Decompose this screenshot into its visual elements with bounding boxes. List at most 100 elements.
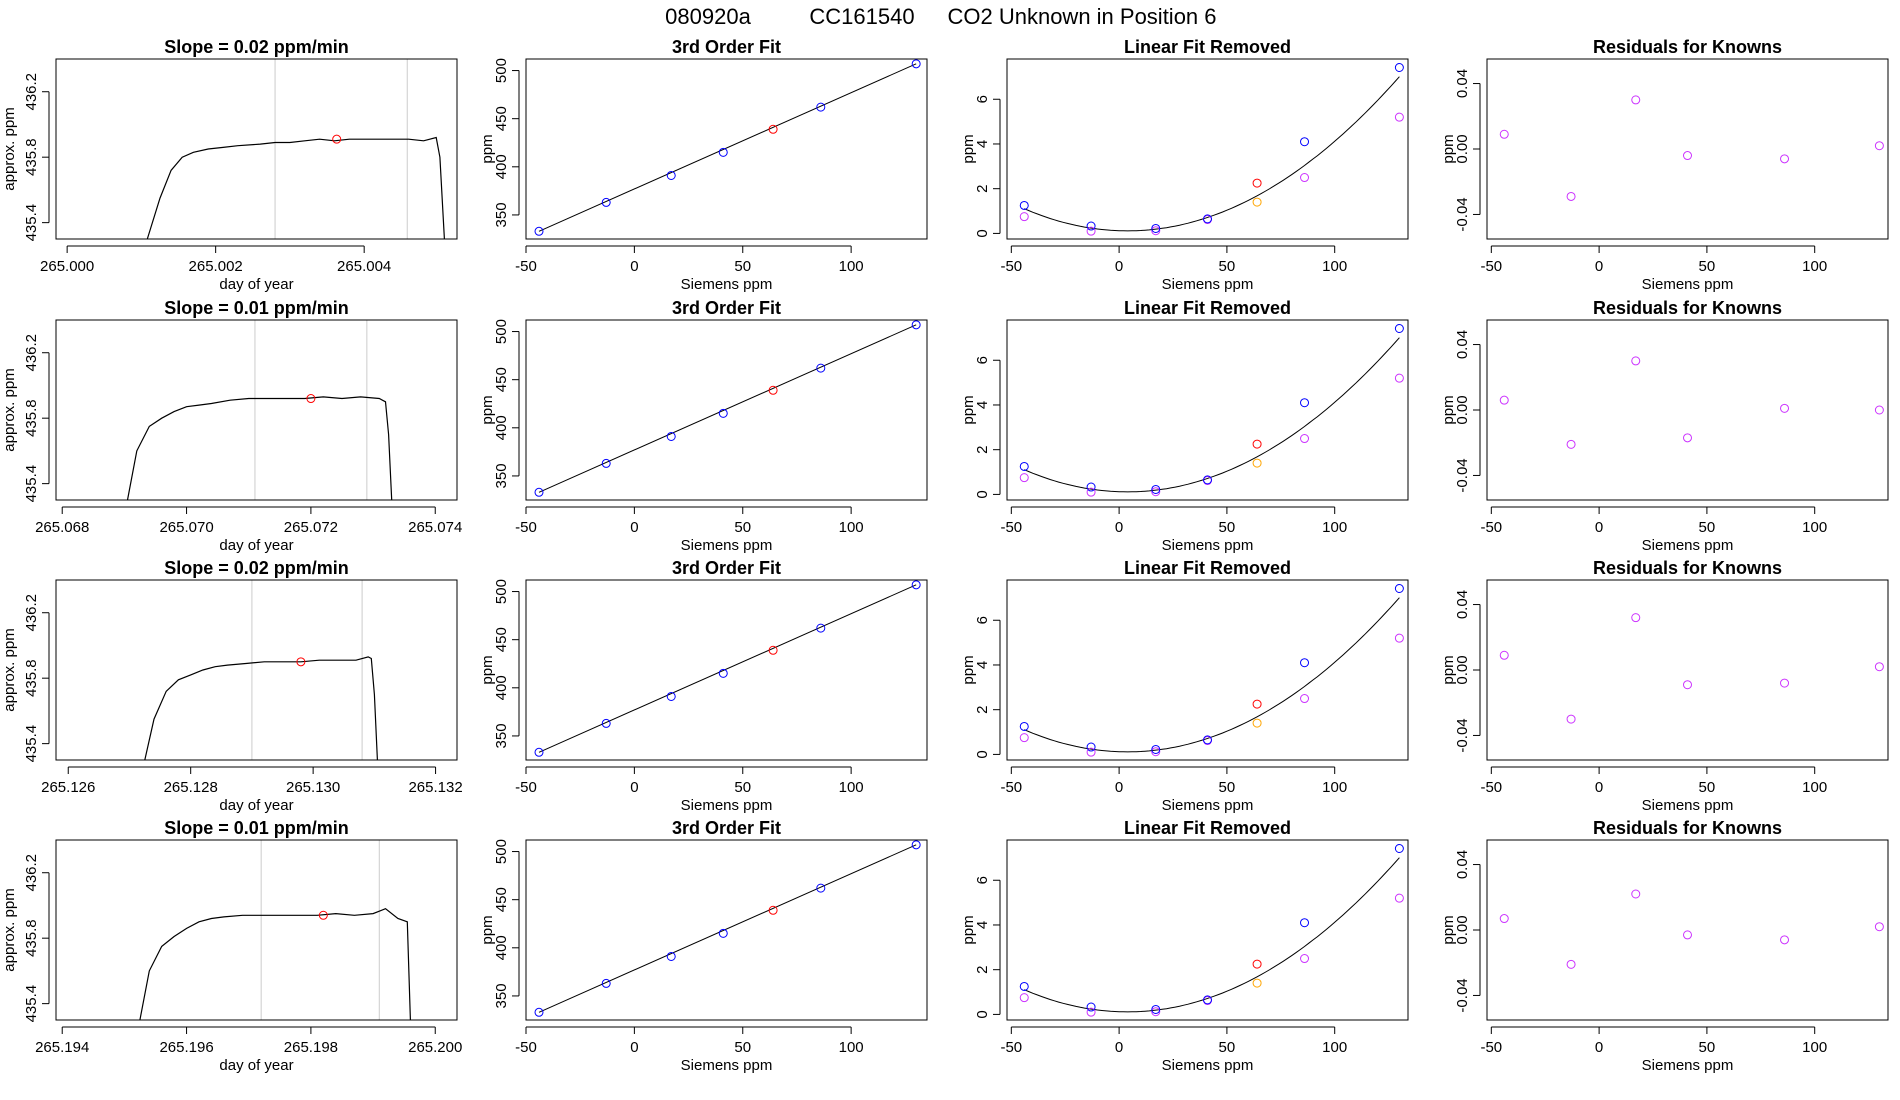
- y-tick-label: -0.04: [1454, 718, 1471, 752]
- point-blue: [1394, 62, 1404, 72]
- plot-area: [144, 580, 378, 760]
- y-tick-label: 0: [974, 229, 991, 237]
- plot-area: [1499, 889, 1884, 969]
- x-axis-label: Siemens ppm: [1162, 276, 1254, 293]
- x-tick-label: 265.074: [408, 519, 462, 536]
- point-magenta: [1874, 662, 1884, 672]
- panel-title: Linear Fit Removed: [1124, 818, 1291, 838]
- x-tick-label: 50: [1219, 258, 1236, 275]
- x-tick-label: 50: [734, 258, 751, 275]
- point-red: [1252, 699, 1262, 709]
- x-tick-label: 100: [1322, 519, 1347, 536]
- plot-area: [1019, 843, 1404, 1017]
- point-magenta: [1566, 714, 1576, 724]
- x-tick-label: 50: [734, 1039, 751, 1056]
- y-tick-label: -0.04: [1454, 197, 1471, 231]
- y-tick-label: 0: [974, 490, 991, 498]
- plot-frame: [525, 579, 928, 761]
- panel-r4-c1: Slope = 0.01 ppm/min 265.194 265.196 265.19…: [1, 818, 462, 1074]
- point-magenta: [1683, 433, 1692, 443]
- y-axis-label: ppm: [479, 134, 496, 163]
- point-blue: [1394, 843, 1404, 853]
- x-tick-label: 100: [839, 519, 864, 536]
- panel-title: Linear Fit Removed: [1124, 37, 1291, 57]
- plot-area: [139, 840, 411, 1020]
- x-tick-label: -50: [515, 1039, 537, 1056]
- x-tick-label: 265.130: [286, 779, 340, 796]
- y-tick-label: 0.04: [1454, 330, 1471, 359]
- y-tick-label: 450: [493, 367, 510, 392]
- point-magenta: [1151, 487, 1161, 497]
- y-tick-label: 2: [974, 706, 991, 714]
- point-blue: [1086, 221, 1096, 231]
- point-magenta: [1780, 678, 1790, 688]
- y-tick-label: 2: [974, 446, 991, 454]
- x-axis-label: day of year: [219, 537, 293, 554]
- point-red: [1252, 178, 1262, 188]
- point-blue: [1300, 398, 1310, 408]
- fit-curve: [1024, 597, 1400, 753]
- x-axis-label: day of year: [219, 1057, 293, 1074]
- plot-area: [146, 59, 445, 239]
- x-tick-label: 50: [1219, 519, 1236, 536]
- main-title: 080920a CC161540 CO2 Unknown in Position…: [665, 4, 1216, 29]
- point-magenta: [1086, 226, 1096, 236]
- point-blue: [911, 580, 921, 590]
- panel-title: 3rd Order Fit: [672, 298, 781, 318]
- y-tick-label: 6: [974, 616, 991, 624]
- y-tick-label: 350: [493, 983, 510, 1008]
- point-blue: [1203, 214, 1212, 224]
- point-magenta: [1151, 226, 1161, 236]
- point-blue: [1019, 200, 1029, 210]
- point-magenta: [1780, 403, 1790, 413]
- plot-area: [1499, 613, 1884, 724]
- plot-frame: [55, 319, 458, 501]
- y-tick-label: 435.4: [23, 465, 40, 503]
- plot-frame: [1486, 579, 1889, 761]
- point-blue: [1394, 583, 1404, 593]
- point-blue: [1300, 137, 1310, 147]
- point-magenta: [1631, 889, 1641, 899]
- point-red: [768, 645, 778, 655]
- y-tick-label: 435.8: [23, 399, 40, 437]
- panel-title: Slope = 0.02 ppm/min: [164, 558, 349, 578]
- panel-title: Slope = 0.01 ppm/min: [164, 298, 349, 318]
- point-magenta: [1499, 914, 1509, 924]
- y-tick-label: 500: [493, 319, 510, 344]
- x-axis-label: Siemens ppm: [1642, 537, 1734, 554]
- y-axis-label: ppm: [1440, 655, 1457, 684]
- point-magenta: [1874, 405, 1884, 415]
- point-red: [768, 905, 778, 915]
- x-tick-label: 265.198: [284, 1039, 338, 1056]
- y-tick-label: 2: [974, 185, 991, 193]
- point-blue: [1203, 735, 1212, 745]
- y-tick-label: 350: [493, 202, 510, 227]
- panel-title: 3rd Order Fit: [672, 558, 781, 578]
- point-magenta: [1300, 954, 1310, 964]
- y-tick-label: 500: [493, 579, 510, 604]
- point-blue: [718, 668, 728, 678]
- x-tick-label: 50: [1699, 779, 1716, 796]
- point-blue: [666, 691, 676, 701]
- point-blue: [534, 226, 544, 236]
- x-axis-label: day of year: [219, 276, 293, 293]
- y-tick-label: 400: [493, 935, 510, 960]
- point-red: [768, 385, 778, 395]
- point-magenta: [1499, 129, 1509, 139]
- y-tick-label: 436.2: [23, 334, 40, 372]
- y-axis-label: ppm: [1440, 395, 1457, 424]
- y-axis-label: approx. ppm: [1, 368, 18, 451]
- point-magenta: [1683, 151, 1692, 161]
- panel-r1-c4: Residuals for Knowns -50 0 50 100 Siemens ppm…: [1440, 37, 1889, 293]
- x-tick-label: 0: [1595, 779, 1603, 796]
- x-tick-label: 50: [1219, 1039, 1236, 1056]
- main-title-part-1: 080920a: [665, 4, 751, 29]
- point-blue: [1300, 658, 1310, 668]
- point-magenta: [1780, 935, 1790, 945]
- x-tick-label: 0: [630, 258, 638, 275]
- x-axis-label: Siemens ppm: [1642, 1057, 1734, 1074]
- x-tick-label: 0: [1115, 258, 1123, 275]
- y-tick-label: 0.04: [1454, 850, 1471, 879]
- plot-area: [1499, 95, 1884, 201]
- x-tick-label: 100: [1322, 258, 1347, 275]
